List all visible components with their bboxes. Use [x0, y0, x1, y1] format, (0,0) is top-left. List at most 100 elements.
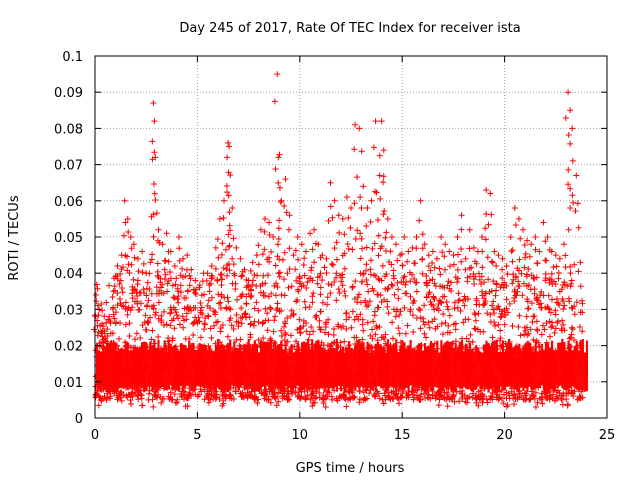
data-point	[445, 322, 452, 329]
band-point	[388, 388, 395, 395]
data-point	[179, 265, 186, 272]
data-point	[384, 215, 391, 222]
data-point	[121, 197, 128, 204]
band-point	[375, 275, 382, 282]
data-point	[233, 244, 240, 251]
band-point	[210, 396, 217, 403]
band-point	[94, 285, 101, 292]
data-point	[266, 219, 273, 226]
data-point	[441, 253, 448, 260]
x-tick-label: 10	[292, 428, 309, 443]
data-point	[410, 297, 417, 304]
data-point	[465, 338, 472, 345]
band-point	[410, 396, 417, 403]
data-point	[568, 304, 575, 311]
band-point	[366, 390, 373, 397]
band-point	[208, 334, 215, 341]
data-point	[544, 234, 551, 240]
data-point	[311, 226, 318, 233]
data-point	[573, 172, 580, 179]
data-point	[577, 283, 584, 290]
data-point	[462, 266, 469, 273]
data-point	[237, 255, 244, 262]
data-point	[397, 308, 404, 315]
data-point	[266, 258, 273, 265]
data-point	[302, 304, 309, 311]
data-point	[438, 299, 445, 306]
band-point	[304, 279, 311, 286]
data-point	[458, 245, 465, 252]
data-point	[144, 279, 151, 286]
band-point	[520, 396, 527, 403]
data-point	[388, 234, 395, 240]
y-ticks: 0 0.01 0.02 0.03 0.04 0.05 0.06 0.07 0.08 0.09 0.1	[54, 50, 607, 427]
band-point	[217, 325, 224, 332]
data-point	[229, 255, 236, 262]
band-point	[440, 311, 447, 318]
data-point	[519, 292, 526, 299]
data-point	[537, 292, 544, 299]
data-point	[317, 291, 324, 298]
band-point	[107, 393, 114, 400]
band-point	[510, 401, 517, 408]
data-point	[286, 265, 293, 272]
data-point	[472, 311, 479, 318]
data-point	[497, 327, 504, 334]
data-point	[211, 322, 218, 329]
data-point	[151, 181, 158, 188]
band-point	[409, 312, 416, 319]
data-point	[296, 273, 303, 280]
data-point	[295, 256, 302, 263]
data-point	[192, 290, 199, 297]
data-point	[253, 283, 260, 290]
band-point	[389, 319, 396, 326]
data-point	[317, 308, 324, 315]
data-point	[255, 242, 262, 249]
data-point	[316, 324, 323, 331]
data-point	[309, 277, 316, 284]
data-point	[404, 322, 411, 329]
band-point	[197, 386, 204, 393]
data-point	[260, 319, 267, 326]
data-point	[569, 192, 576, 199]
data-point	[175, 234, 182, 240]
band-point	[333, 395, 340, 402]
data-point	[111, 341, 118, 348]
band-point	[523, 395, 530, 402]
data-point	[171, 294, 178, 301]
data-point	[133, 330, 140, 337]
data-point	[402, 281, 409, 288]
band-point	[296, 316, 303, 323]
data-point	[411, 275, 418, 282]
data-point	[184, 252, 191, 259]
data-point	[338, 278, 345, 285]
band-point	[149, 396, 156, 403]
data-point	[387, 248, 394, 255]
band-point	[142, 312, 149, 319]
data-point	[100, 339, 107, 346]
band-point	[374, 388, 381, 395]
data-point	[164, 338, 171, 345]
band-point	[384, 298, 391, 305]
band-point	[325, 331, 332, 338]
band-point	[171, 391, 178, 398]
band-point	[311, 399, 318, 406]
data-point	[323, 255, 330, 262]
band-point	[396, 330, 403, 337]
data-point	[368, 197, 375, 204]
band-point	[472, 317, 479, 324]
data-point	[349, 283, 356, 290]
data-point	[401, 234, 408, 240]
data-point	[247, 320, 254, 327]
y-tick-label: 0.07	[54, 159, 83, 174]
data-point	[122, 299, 129, 306]
data-point	[255, 261, 262, 268]
data-point	[272, 166, 279, 173]
data-point	[144, 302, 151, 309]
data-point	[509, 247, 516, 254]
data-point	[509, 322, 516, 329]
band-point	[457, 307, 464, 314]
band-point	[278, 291, 285, 298]
data-point	[428, 301, 435, 308]
band-point	[498, 313, 505, 320]
